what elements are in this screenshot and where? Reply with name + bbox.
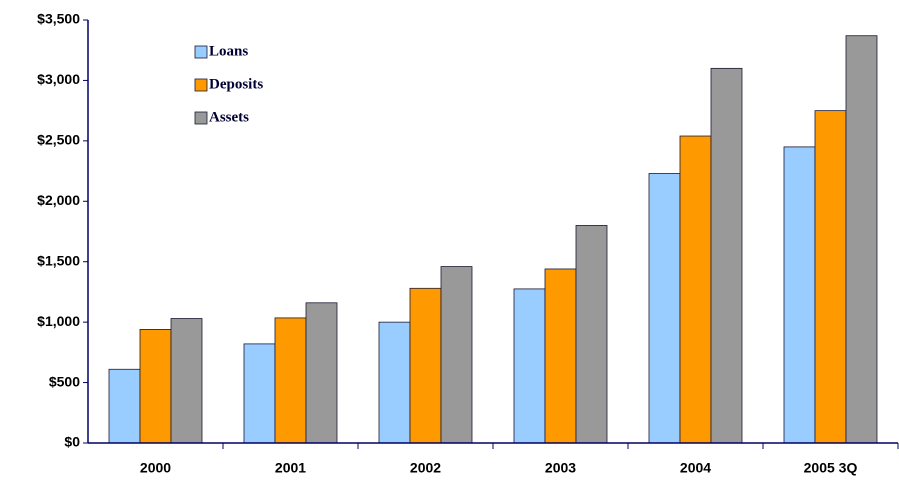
bar (378, 321, 411, 444)
bar (108, 368, 141, 444)
bar (274, 317, 307, 444)
bar (243, 343, 276, 444)
legend-swatch (194, 78, 208, 92)
y-tick-label: $500 (49, 373, 80, 389)
bar (679, 135, 712, 444)
x-tick-label: 2002 (410, 460, 441, 476)
bar (305, 302, 338, 444)
y-tick-label: $1,500 (37, 252, 80, 268)
x-tick-label: 2003 (545, 460, 576, 476)
bar (170, 318, 203, 444)
bar (440, 266, 473, 444)
x-tick-label: 2001 (275, 460, 306, 476)
legend-swatch (194, 111, 208, 125)
y-tick-label: $2,500 (37, 132, 80, 148)
bar (814, 110, 847, 444)
bar (648, 173, 681, 444)
bar (783, 146, 816, 444)
x-tick-label: 2004 (680, 460, 711, 476)
bar (845, 35, 878, 444)
legend-label: Assets (209, 109, 249, 125)
y-tick-label: $0 (64, 434, 80, 450)
bar (409, 287, 442, 444)
bar (544, 268, 577, 444)
legend-label: Deposits (209, 76, 263, 92)
legend-swatch (194, 45, 208, 59)
bar (575, 225, 608, 444)
bar (710, 67, 743, 444)
y-tick-label: $3,500 (37, 11, 80, 27)
bar (513, 288, 546, 444)
x-tick-label: 2000 (140, 460, 171, 476)
y-tick-label: $1,000 (37, 313, 80, 329)
x-tick-label: 2005 3Q (804, 460, 858, 476)
legend-label: Loans (209, 43, 248, 59)
y-tick-label: $2,000 (37, 192, 80, 208)
y-tick-label: $3,000 (37, 71, 80, 87)
bar (139, 328, 172, 444)
